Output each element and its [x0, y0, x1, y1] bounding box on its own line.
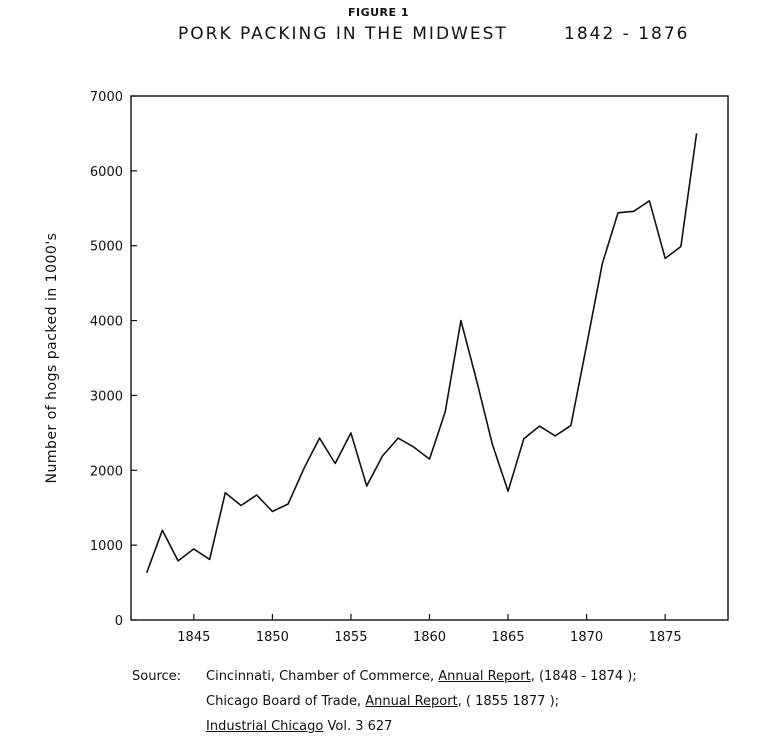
- source-line-3-c: Vol. 3 627: [323, 719, 393, 734]
- series-line: [145, 133, 698, 574]
- source-line-2-b: Annual Report: [365, 694, 458, 709]
- source-line-1-c: , (1848 - 1874 );: [530, 669, 637, 684]
- figure-label: FIGURE 1: [347, 6, 410, 19]
- source-line-1: Source: Cincinnati, Chamber of Commerce, …: [132, 664, 637, 689]
- y-tick-label: 7000: [90, 90, 123, 105]
- x-tick-label: 1870: [570, 630, 603, 645]
- chart-title-years: 1842 - 1876: [564, 24, 690, 44]
- source-line-1-b: Annual Report: [438, 669, 531, 684]
- source-line-2-a: Chicago Board of Trade,: [206, 694, 366, 709]
- source-label: Source:: [132, 669, 182, 684]
- plot-frame: [130, 95, 729, 621]
- y-axis-ticks: 0 1000 2000 3000 4000 5000 6000 7000: [90, 90, 137, 629]
- y-tick-label: 1000: [90, 539, 123, 554]
- source-line-2: Chicago Board of Trade, Annual Report, (…: [132, 689, 637, 714]
- source-line-3-b: Industrial Chicago: [206, 719, 324, 734]
- x-tick-label: 1865: [492, 630, 525, 645]
- x-tick-label: 1875: [649, 630, 682, 645]
- source-line-2-c: , ( 1855 1877 );: [457, 694, 560, 709]
- y-tick-label: 6000: [90, 165, 123, 180]
- x-tick-label: 1845: [177, 630, 210, 645]
- source-line-1-a: Cincinnati, Chamber of Commerce,: [206, 669, 439, 684]
- y-tick-label: 0: [115, 614, 123, 629]
- source-note: Source: Cincinnati, Chamber of Commerce, …: [132, 664, 637, 739]
- y-tick-label: 2000: [90, 464, 123, 479]
- y-axis-label: Number of hogs packed in 1000's: [44, 233, 60, 484]
- y-tick-label: 4000: [90, 315, 123, 330]
- x-tick-label: 1860: [413, 630, 446, 645]
- chart-title: PORK PACKING IN THE MIDWEST: [178, 24, 508, 44]
- y-tick-label: 3000: [90, 389, 123, 404]
- x-tick-label: 1855: [334, 630, 367, 645]
- x-tick-label: 1850: [256, 630, 289, 645]
- source-line-3: Industrial Chicago Vol. 3 627: [132, 714, 637, 739]
- y-tick-label: 5000: [90, 240, 123, 255]
- x-axis-ticks: 1845 1850 1855 1860 1865 1870 1875: [177, 614, 682, 645]
